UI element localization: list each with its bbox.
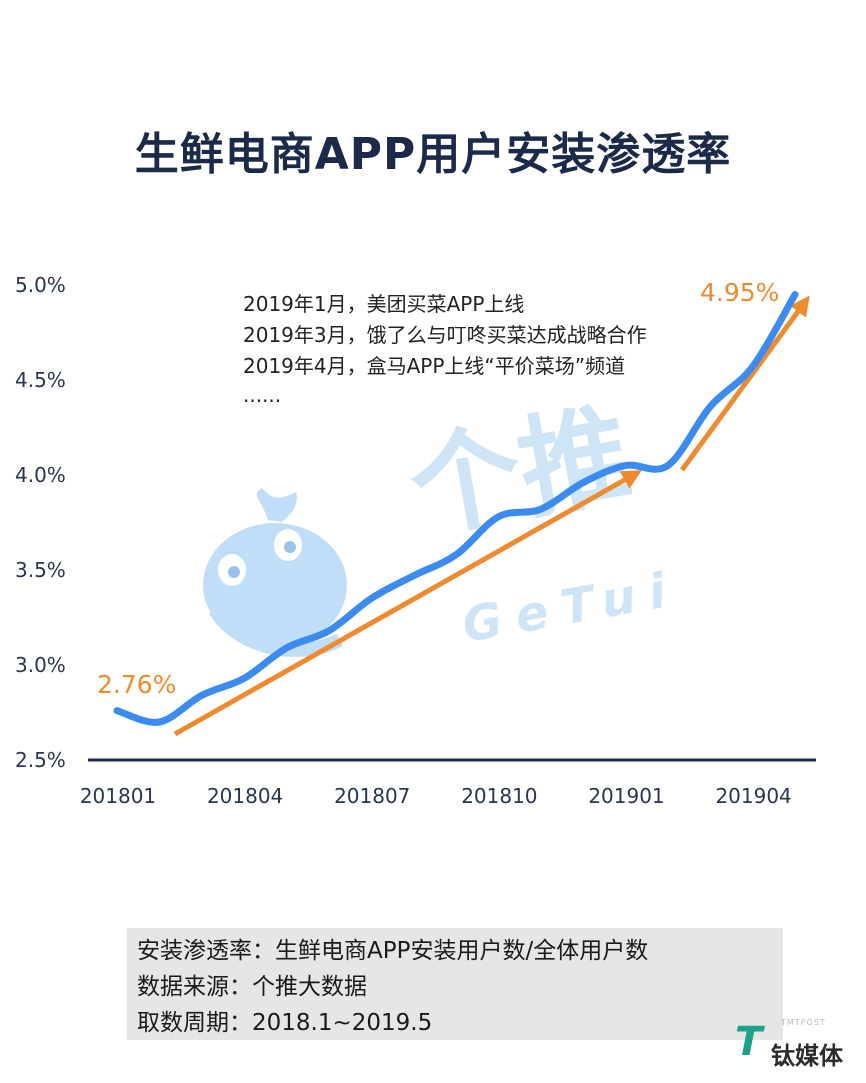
x-tick-label: 201904	[715, 784, 791, 808]
data-label-first: 2.76%	[97, 670, 176, 699]
x-tick-label: 201901	[588, 784, 664, 808]
annotation-line-3: 2019年4月，盒马APP上线“平价菜场”频道	[243, 354, 625, 378]
logo-sub-text: TMTPOST	[781, 1018, 826, 1027]
footnote-definition: 安装渗透率：生鲜电商APP安装用户数/全体用户数	[137, 938, 649, 964]
y-tick-label: 4.5%	[15, 368, 66, 392]
logo-text: 钛媒体	[771, 1042, 843, 1070]
x-tick-label: 201801	[80, 784, 156, 808]
footnote-box: 安装渗透率：生鲜电商APP安装用户数/全体用户数 数据来源：个推大数据 取数周期…	[127, 928, 783, 1040]
x-tick-label: 201810	[461, 784, 537, 808]
tmtpost-logo-icon: T	[735, 1019, 763, 1065]
x-axis-ticks: 201801 201804 201807 201810 201901 201904	[80, 784, 792, 808]
y-tick-label: 4.0%	[15, 463, 66, 487]
chart-title: 生鲜电商APP用户安装渗透率	[134, 129, 732, 180]
getui-watermark: 个推 GeTui	[203, 390, 684, 657]
series-line	[113, 291, 799, 726]
trend-arrow-1	[173, 470, 642, 737]
tmtpost-logo: T TMTPOST 钛媒体	[735, 1018, 855, 1070]
footnote-period: 取数周期：2018.1~2019.5	[137, 1010, 433, 1036]
watermark-en: GeTui	[458, 561, 684, 654]
x-tick-label: 201807	[334, 784, 410, 808]
x-tick-label: 201804	[207, 784, 283, 808]
y-tick-label: 3.0%	[15, 653, 66, 677]
y-axis-ticks: 2.5% 3.0% 3.5% 4.0% 4.5% 5.0%	[15, 273, 66, 772]
footnote-source: 数据来源：个推大数据	[137, 974, 367, 1000]
y-tick-label: 5.0%	[15, 273, 66, 297]
y-tick-label: 2.5%	[15, 748, 66, 772]
trend-arrow-2	[679, 295, 810, 472]
y-tick-label: 3.5%	[15, 558, 66, 582]
whale-mascot-icon	[203, 488, 347, 657]
annotation-line-4: ......	[243, 383, 281, 407]
data-label-last: 4.95%	[700, 278, 779, 307]
line-chart: 个推 GeTui 2.5% 3.0% 3.5% 4.0% 4.5% 5.0% 201801…	[15, 273, 816, 808]
annotation-line-1: 2019年1月，美团买菜APP上线	[243, 292, 524, 316]
annotation-line-2: 2019年3月，饿了么与叮咚买菜达成战略合作	[243, 323, 647, 347]
